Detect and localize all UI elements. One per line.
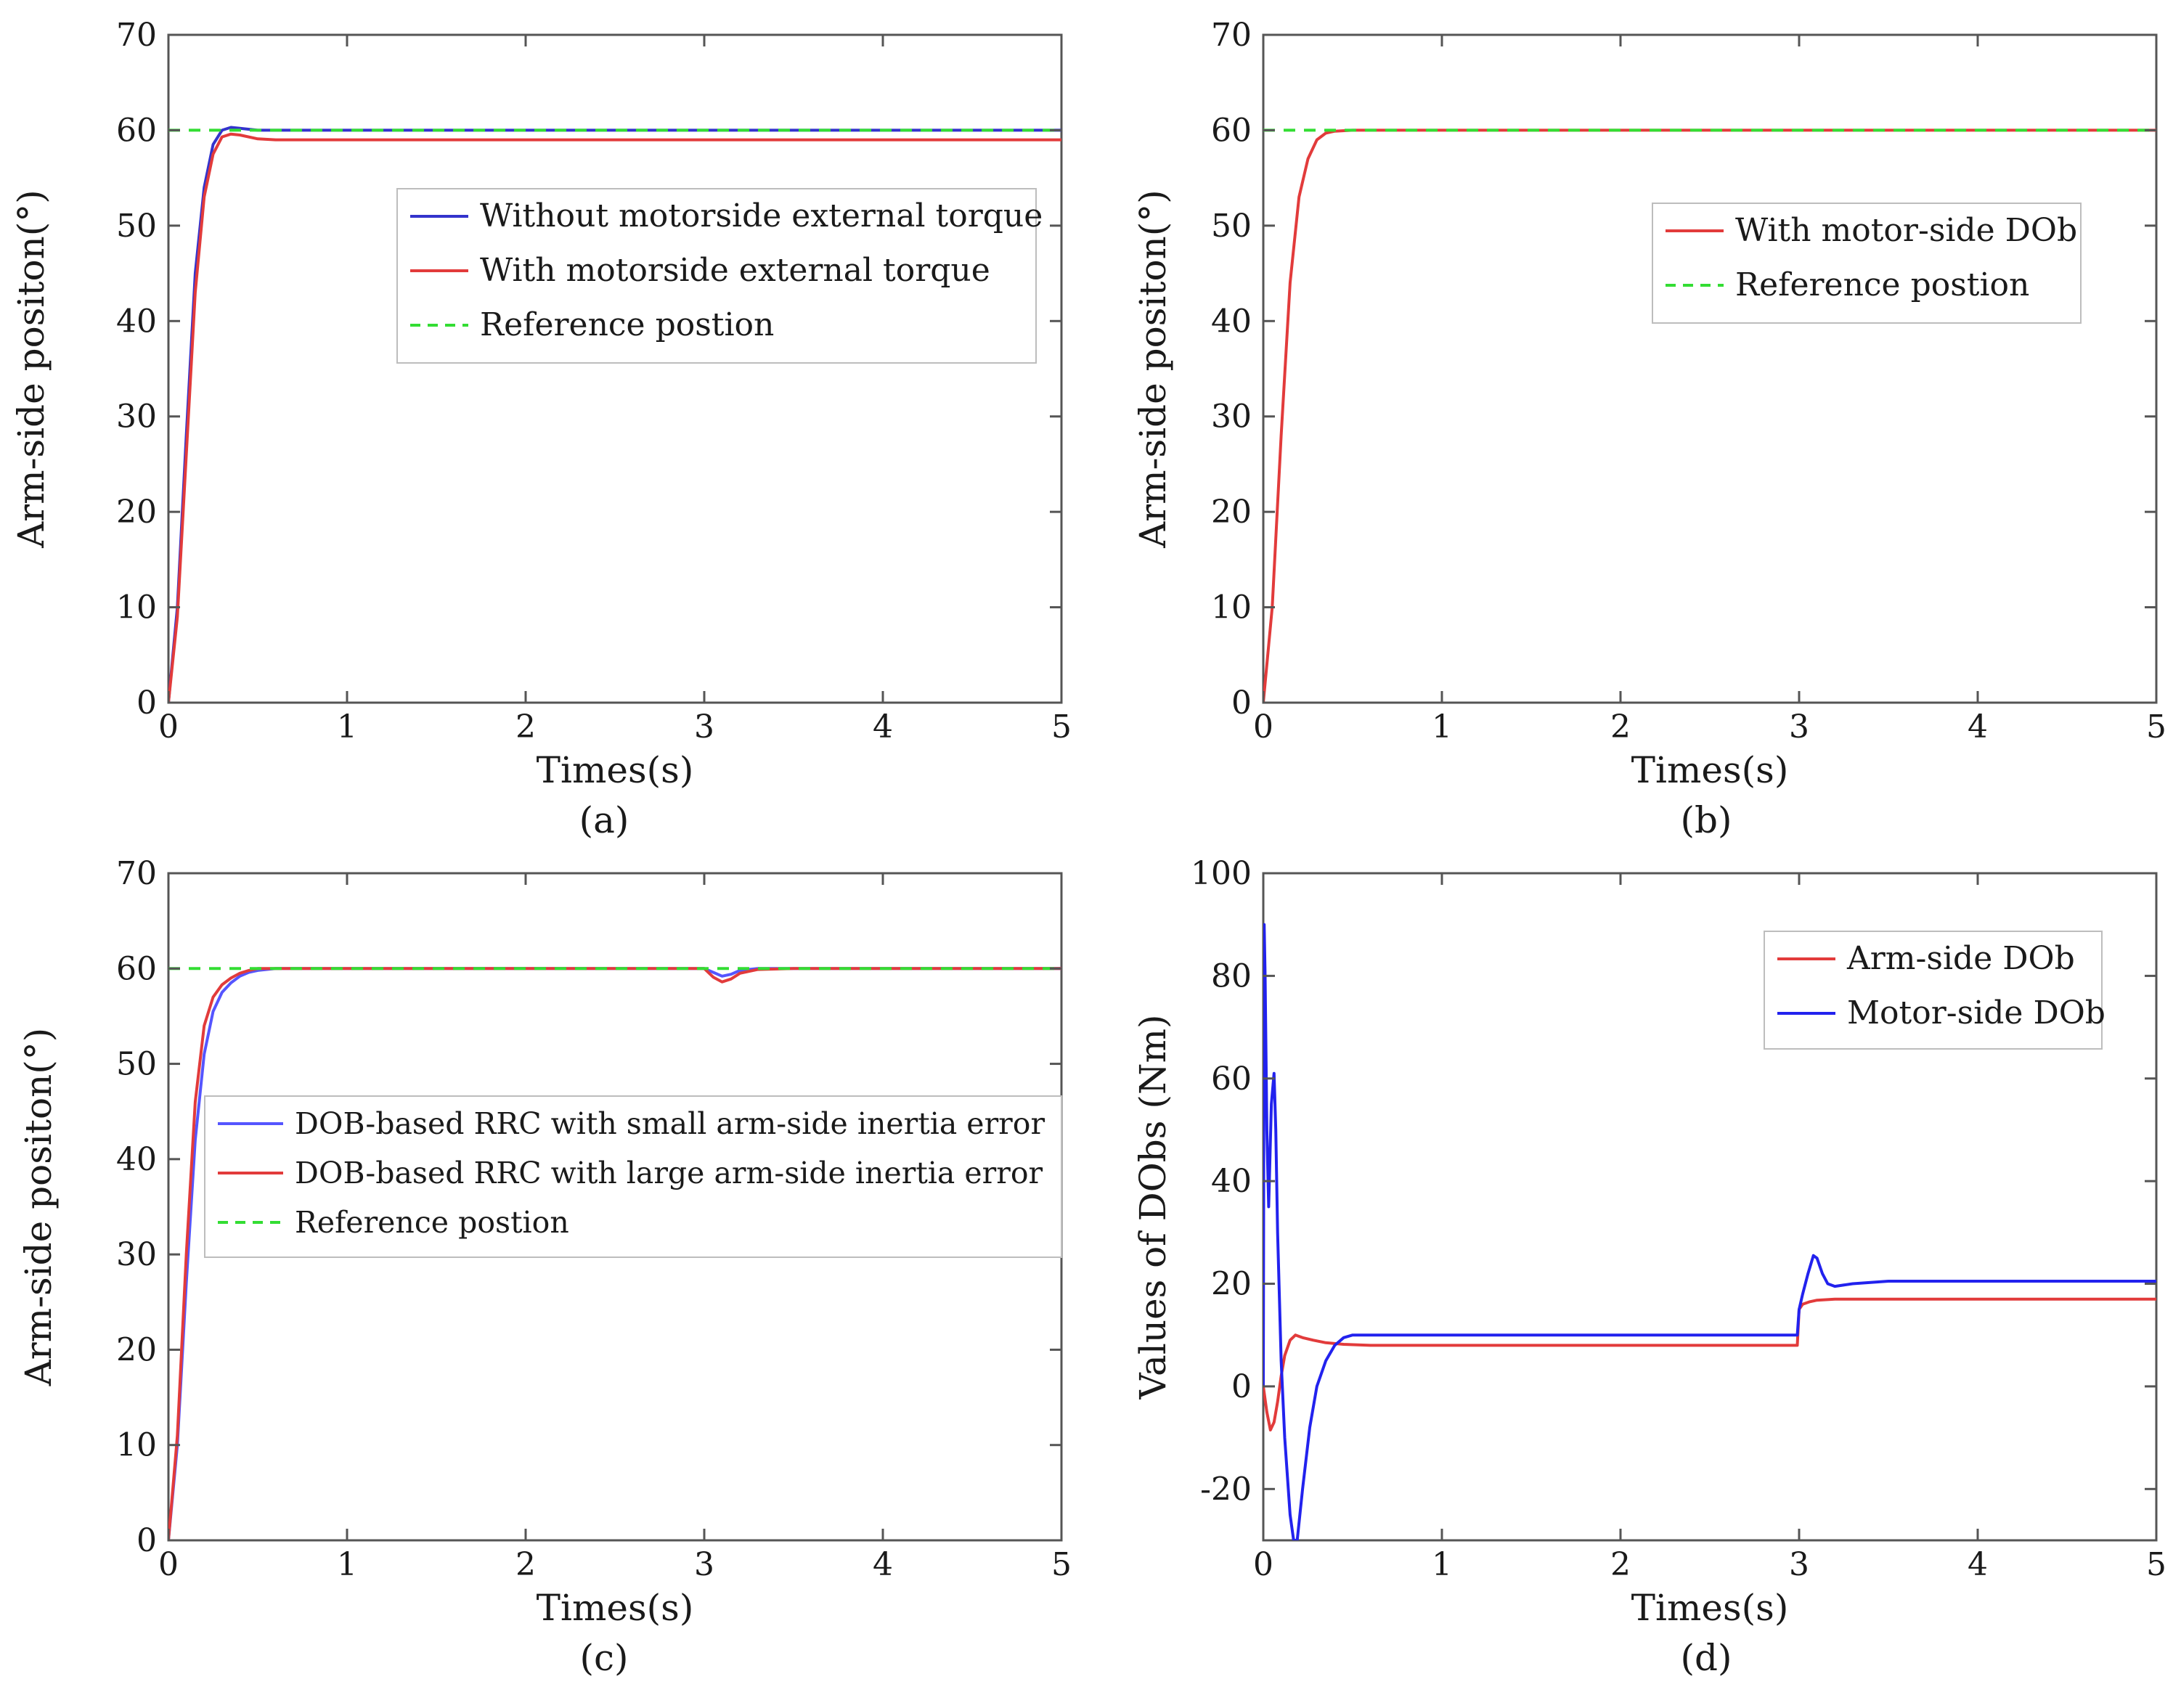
y-tick-label: -20	[1200, 1471, 1252, 1508]
y-tick-label: 20	[1211, 494, 1252, 531]
y-axis-label: Arm-side positon(°)	[17, 1028, 60, 1387]
y-tick-label: 0	[136, 1522, 157, 1559]
legend-box	[204, 1095, 1062, 1258]
y-tick-label: 100	[1191, 855, 1252, 892]
legend: DOB-based RRC with small arm-side inerti…	[204, 1095, 1062, 1258]
y-tick-label: 40	[1211, 303, 1252, 340]
x-axis-label: Times(s)	[537, 749, 694, 791]
x-axis-label: Times(s)	[537, 1587, 694, 1629]
x-tick-label: 1	[337, 708, 357, 745]
x-tick-label: 1	[337, 1546, 357, 1583]
y-tick-label: 50	[1211, 208, 1252, 245]
legend-label: With motor-side DOb	[1735, 212, 2077, 249]
y-tick-label: 0	[1231, 1368, 1252, 1405]
legend-label: DOB-based RRC with large arm-side inerti…	[295, 1156, 1043, 1190]
y-tick-label: 70	[116, 855, 157, 892]
x-tick-label: 2	[515, 708, 536, 745]
y-tick-label: 70	[1211, 17, 1252, 54]
y-tick-label: 20	[116, 494, 157, 531]
legend-box	[1764, 931, 2103, 1050]
legend: Arm-side DOb Motor-side DOb	[1764, 931, 2105, 1050]
x-tick-label: 0	[1253, 708, 1273, 745]
x-tick-label: 5	[2146, 1546, 2166, 1583]
y-tick-label: 70	[116, 17, 157, 54]
x-tick-label: 4	[873, 1546, 893, 1583]
x-axis-label: Times(s)	[1631, 749, 1789, 791]
series-line	[168, 132, 1061, 703]
legend-label: DOB-based RRC with small arm-side inerti…	[295, 1106, 1045, 1141]
legend-label: Reference postion	[295, 1205, 569, 1240]
chart-panel: 0 1 2 3 4 5 -20 0 20 40 60 80 100 Times(s) Values of D…	[1132, 855, 2166, 1679]
x-tick-label: 3	[1789, 1546, 1809, 1583]
y-tick-label: 60	[1211, 112, 1252, 149]
y-tick-label: 50	[116, 208, 157, 245]
y-tick-label: 60	[1211, 1061, 1252, 1098]
x-tick-label: 0	[158, 1546, 179, 1583]
series-line	[1263, 1297, 2156, 1431]
x-tick-label: 1	[1432, 1546, 1452, 1583]
y-tick-label: 10	[116, 589, 157, 626]
y-tick-label: 40	[116, 1141, 157, 1178]
legend-label: Arm-side DOb	[1846, 940, 2075, 977]
x-tick-label: 2	[515, 1546, 536, 1583]
y-axis-label: Arm-side positon(°)	[10, 189, 52, 549]
legend-label: Reference postion	[1735, 266, 2029, 303]
panel-caption: (b)	[1680, 799, 1732, 841]
x-tick-label: 3	[694, 708, 714, 745]
y-tick-label: 30	[116, 399, 157, 436]
x-tick-label: 0	[158, 708, 179, 745]
y-tick-label: 30	[116, 1236, 157, 1273]
y-tick-label: 60	[116, 950, 157, 987]
x-tick-label: 4	[1968, 708, 1988, 745]
plot-frame	[1262, 33, 2158, 704]
legend: Without motorside external torque With mo…	[396, 188, 1043, 364]
legend-label: Motor-side DOb	[1847, 994, 2105, 1031]
x-tick-label: 2	[1610, 708, 1631, 745]
legend: With motor-side DOb Reference postion	[1652, 203, 2082, 324]
y-tick-label: 20	[116, 1331, 157, 1368]
legend-label: Without motorside external torque	[480, 197, 1043, 234]
y-tick-label: 0	[136, 685, 157, 722]
legend-box	[396, 188, 1037, 364]
series-line	[1263, 923, 2156, 1540]
x-tick-label: 4	[873, 708, 893, 745]
y-axis-label: Values of DObs (Nm)	[1132, 1015, 1174, 1400]
y-tick-label: 80	[1211, 957, 1252, 994]
x-tick-label: 1	[1432, 708, 1452, 745]
x-tick-label: 5	[1051, 1546, 1072, 1583]
x-tick-label: 5	[2146, 708, 2166, 745]
y-tick-label: 10	[116, 1427, 157, 1464]
x-tick-label: 4	[1968, 1546, 1988, 1583]
x-axis-label: Times(s)	[1631, 1587, 1789, 1629]
y-tick-label: 50	[116, 1046, 157, 1083]
y-tick-label: 10	[1211, 589, 1252, 626]
y-tick-label: 20	[1211, 1266, 1252, 1303]
x-tick-label: 3	[694, 1546, 714, 1583]
legend-label: Reference postion	[480, 306, 774, 343]
y-tick-label: 30	[1211, 399, 1252, 436]
y-tick-label: 0	[1231, 685, 1252, 722]
legend-box	[1652, 203, 2082, 324]
x-tick-label: 3	[1789, 708, 1809, 745]
plot-frame	[167, 33, 1063, 704]
x-tick-label: 2	[1610, 1546, 1631, 1583]
y-tick-label: 60	[116, 112, 157, 149]
y-tick-label: 40	[1211, 1163, 1252, 1200]
x-tick-label: 5	[1051, 708, 1072, 745]
legend-label: With motorside external torque	[480, 252, 990, 289]
panel-caption: (a)	[579, 799, 629, 841]
panel-caption: (c)	[579, 1637, 628, 1679]
y-axis-label: Arm-side positon(°)	[1132, 189, 1174, 549]
y-tick-label: 40	[116, 303, 157, 340]
x-tick-label: 0	[1253, 1546, 1273, 1583]
panel-caption: (d)	[1680, 1637, 1732, 1679]
